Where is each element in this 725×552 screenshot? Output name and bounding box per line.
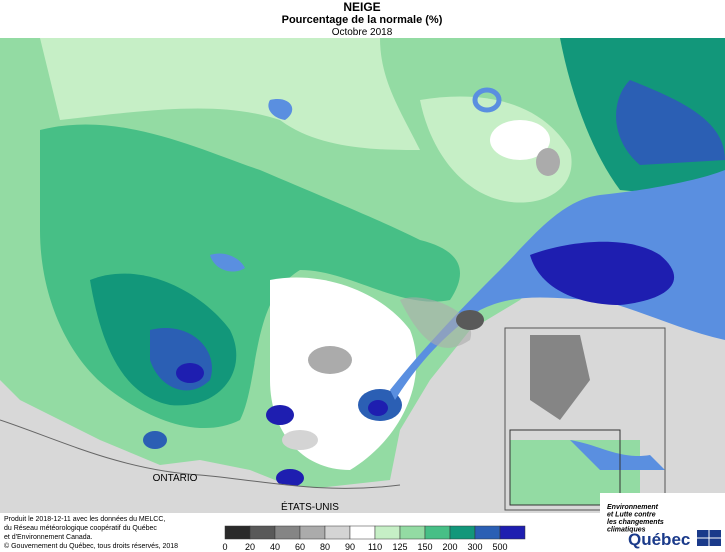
legend-label: 0 <box>222 542 227 552</box>
legend-swatch <box>349 525 376 540</box>
legend-label: 200 <box>442 542 457 552</box>
legend-swatch <box>274 525 301 540</box>
period: Octobre 2018 <box>332 27 393 38</box>
logo-name: Québec <box>628 530 690 549</box>
legend-label: 20 <box>245 542 255 552</box>
legend-swatch <box>474 525 501 540</box>
legend-label: 110 <box>368 542 382 552</box>
legend-label: 300 <box>467 542 482 552</box>
legend-label: 40 <box>270 542 280 552</box>
title: NEIGE <box>343 0 380 14</box>
credit-line: Produit le 2018-12-11 avec les données d… <box>4 516 165 523</box>
legend-swatch <box>424 525 451 540</box>
legend-swatch <box>324 525 351 540</box>
legend-label: 500 <box>492 542 507 552</box>
legend-swatch <box>499 525 526 540</box>
footer: Produit le 2018-12-11 avec les données d… <box>4 516 178 550</box>
legend-swatch <box>249 525 276 540</box>
legend: 0 20 40 60 80 90 110 125 150 200 300 500 <box>222 525 526 552</box>
legend-swatch <box>374 525 401 540</box>
legend-label: 90 <box>345 542 355 552</box>
logo-line: et Lutte contre <box>607 512 656 519</box>
legend-swatch <box>224 525 251 540</box>
legend-label: 150 <box>417 542 432 552</box>
credit-line: et d'Environnement Canada. <box>4 534 93 541</box>
legend-label: 125 <box>392 542 407 552</box>
map <box>0 38 725 513</box>
legend-swatch <box>399 525 426 540</box>
legend-swatch <box>449 525 476 540</box>
legend-label: 60 <box>295 542 305 552</box>
logo-line: Environnement <box>607 504 659 511</box>
logo-line: climatiques <box>607 527 646 534</box>
legend-swatch <box>299 525 326 540</box>
country-label: ÉTATS-UNIS <box>281 500 339 513</box>
copyright: © Gouvernement du Québec, tous droits ré… <box>4 542 178 550</box>
legend-label: 80 <box>320 542 330 552</box>
credit-line: du Réseau météorologique coopératif du Q… <box>4 525 157 532</box>
subtitle: Pourcentage de la normale (%) <box>282 14 443 26</box>
logo-line: les changements <box>607 519 664 526</box>
province-label: ONTARIO <box>153 473 198 484</box>
